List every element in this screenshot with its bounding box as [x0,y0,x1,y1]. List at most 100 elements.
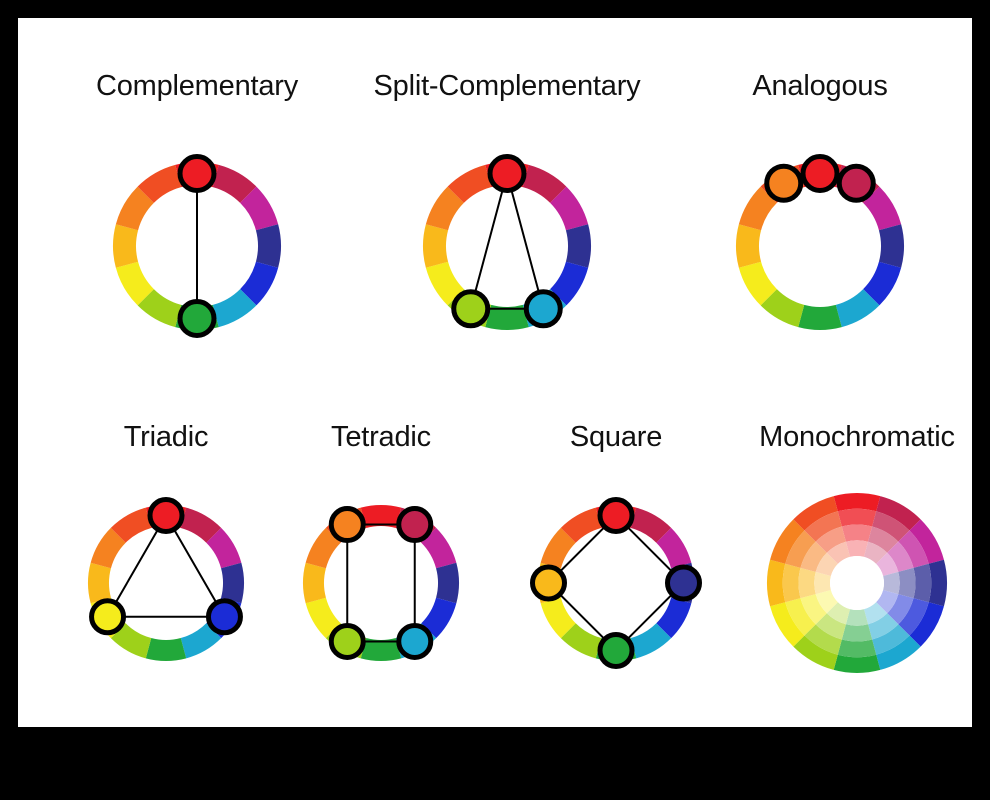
disc-segment-cyan-ring0 [876,635,921,670]
disc-segment-red-orange-ring2 [815,526,846,553]
disc-segment-red-ring1 [837,508,877,527]
wheel-segment-cyan [630,623,672,659]
wheel-segment-green [798,304,842,330]
color-wheel-monochromatic[interactable] [737,463,977,703]
disc-segment-indigo-ring0 [928,559,947,607]
harmony-marker-tetradic-crimson[interactable] [396,506,434,544]
color-wheel-analogous[interactable] [706,132,934,360]
wheel-segment-magenta [656,527,692,569]
disc-segment-yellow-ring2 [800,594,827,625]
wheel-segment-yellow [305,597,341,639]
disc-segment-red-ring3 [845,540,869,557]
harmony-marker-square-indigo[interactable] [665,564,702,602]
wheel-segment-magenta [240,186,279,231]
wheel-segment-blue [550,261,589,306]
wheel-segment-magenta [863,186,902,231]
disc-segment-red-orange-ring0 [793,496,838,531]
wheel-segment-chartreuse [560,623,602,659]
wheel-segment-chartreuse [110,623,152,659]
harmony-marker-tetradic-chartreuse[interactable] [328,622,366,660]
wheel-segment-red-orange [447,164,492,203]
disc-segment-crimson-ring1 [872,511,910,542]
wheel-segment-blue [863,261,902,306]
harmony-marker-analogous-orange[interactable] [764,163,804,203]
wheel-segment-cyan [212,289,257,328]
disc-segment-blue-ring1 [898,598,929,636]
wheel-segment-crimson [630,507,672,543]
disc-segment-indigo-ring1 [913,563,932,603]
wheel-segment-blue [421,597,457,639]
harmony-marker-square-amber[interactable] [530,564,567,602]
harmony-marker-tetradic-orange[interactable] [328,506,366,544]
color-wheel-split-complementary[interactable] [393,132,621,360]
disc-hub [830,556,884,610]
disc-segment-orange-ring0 [770,519,805,564]
wheel-segment-amber [88,562,111,604]
harmony-marker-tetradic-cyan[interactable] [396,622,434,660]
harmony-marker-triadic-blue[interactable] [205,598,243,636]
disc-segment-crimson-ring0 [876,496,921,531]
disc-segment-indigo-ring3 [883,571,900,595]
color-wheel-triadic[interactable] [58,475,274,691]
wheel-segment-red-orange [137,164,182,203]
disc-segment-amber-ring1 [782,563,801,603]
disc-segment-chartreuse-ring3 [826,602,851,625]
harmony-marker-square-green[interactable] [597,632,635,669]
wheel-segment-orange [540,527,576,569]
wheel-segment-indigo [436,562,459,604]
color-wheel-square[interactable] [508,475,724,691]
harmony-marker-split-complementary-cyan[interactable] [523,289,563,329]
harmony-title-square: Square [569,421,663,453]
diagram-canvas: Complementary Split-Complementary Analogou… [18,18,972,727]
harmony-marker-complementary-red[interactable] [177,154,217,193]
wheel-segment-orange [425,186,464,231]
disc-segment-chartreuse-ring2 [815,613,846,640]
wheel-segment-yellow [425,261,464,306]
wheel-segment-red-orange [560,507,602,543]
harmony-marker-square-red[interactable] [597,497,635,534]
disc-segment-blue-ring2 [887,594,914,625]
disc-segment-indigo-ring2 [898,567,916,599]
harmony-marker-complementary-green[interactable] [177,299,217,338]
disc-segment-crimson-ring3 [863,541,888,564]
harmony-link-triadic [105,513,227,618]
disc-segment-cyan-ring1 [872,624,910,655]
disc-segment-magenta-ring3 [876,552,899,577]
disc-segment-amber-ring0 [767,559,786,607]
disc-segment-chartreuse-ring1 [804,624,842,655]
disc-segment-cyan-ring2 [868,613,899,640]
wheel-segment-magenta [550,186,589,231]
disc-segment-red-ring0 [833,493,881,512]
wheel-segment-indigo [221,562,244,604]
color-wheel-tetradic[interactable] [273,475,489,691]
wheel-segment-yellow [738,261,777,306]
disc-segment-red-orange-ring3 [826,541,851,564]
harmony-marker-split-complementary-red[interactable] [487,154,527,193]
wheel-segment-magenta [206,527,242,569]
harmony-marker-split-complementary-chartreuse[interactable] [451,289,491,329]
wheel-segment-crimson [522,164,567,203]
harmony-marker-analogous-crimson[interactable] [836,163,876,203]
harmony-title-complementary: Complementary [95,70,299,102]
disc-segment-green-ring3 [845,609,869,626]
wheel-segment-indigo [878,224,904,268]
wheel-segment-amber [303,562,326,604]
wheel-segment-green [145,638,187,661]
wheel-segment-yellow [115,261,154,306]
disc-segment-orange-ring3 [815,552,838,577]
disc-segment-magenta-ring1 [898,530,929,568]
harmony-marker-analogous-red[interactable] [800,154,840,193]
harmony-marker-triadic-red[interactable] [147,497,185,534]
disc-segment-green-ring1 [837,639,877,658]
disc-segment-magenta-ring2 [887,541,914,572]
wheel-segment-amber [736,224,762,268]
disc-segment-orange-ring2 [800,541,827,572]
color-wheel-complementary[interactable] [83,132,311,360]
wheel-segment-amber [423,224,449,268]
harmony-marker-triadic-yellow[interactable] [89,598,127,636]
wheel-segment-cyan [835,289,880,328]
harmony-link-split-complementary [469,169,545,310]
harmony-title-tetradic: Tetradic [331,421,431,453]
wheel-segment-blue [240,261,279,306]
wheel-segment-green [360,638,402,661]
